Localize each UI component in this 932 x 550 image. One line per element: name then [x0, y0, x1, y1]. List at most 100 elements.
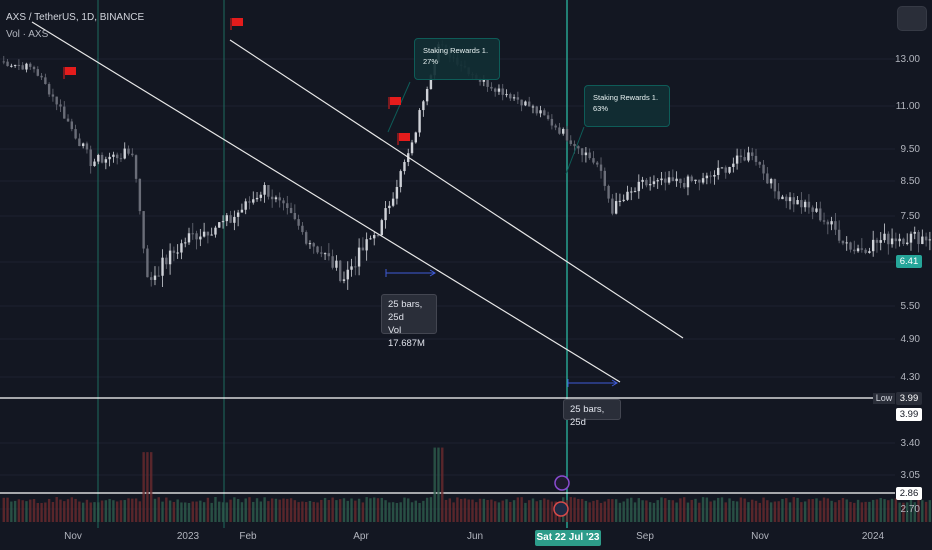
volume-bar [369, 498, 372, 522]
volume-bar [766, 500, 769, 522]
candle-body [898, 238, 901, 242]
volume-bar [860, 502, 864, 522]
volume-bar [509, 501, 512, 522]
volume-bar [724, 502, 727, 522]
volume-bar [864, 501, 867, 522]
candle-body [577, 146, 580, 149]
candle-body [51, 94, 55, 97]
volume-bar [875, 499, 879, 522]
volume-bar [127, 498, 130, 522]
volume-bar [89, 502, 92, 522]
volume-bar [800, 502, 803, 522]
candle-body [301, 225, 304, 233]
symbol-title[interactable]: AXS / TetherUS, 1D, BINANCE [6, 12, 145, 23]
volume-bar [195, 501, 198, 522]
candle-body [546, 115, 550, 119]
candle-body [890, 238, 894, 245]
measure-label-1[interactable]: 25 bars, 25d Vol 17.687M [381, 294, 437, 349]
volume-bar [346, 500, 349, 522]
volume-bars [2, 447, 932, 522]
x-tick: 2023 [176, 531, 200, 542]
volume-bar [781, 498, 784, 522]
volume-bar [871, 499, 875, 522]
drawing-overlays [31, 18, 684, 517]
volume-bar [637, 498, 641, 522]
y-tick: 3.40 [900, 438, 920, 449]
candle-body [887, 233, 890, 245]
volume-bar [675, 502, 678, 522]
volume-bar [815, 498, 818, 522]
candle-body [694, 179, 697, 181]
candle-body [815, 208, 818, 212]
volume-bar [184, 502, 187, 522]
volume-bar [293, 500, 297, 522]
candle-body [142, 211, 145, 249]
candle-body [365, 239, 368, 251]
volume-bar [475, 502, 478, 522]
candle-body [656, 180, 659, 182]
candle-body [32, 66, 36, 70]
volume-bar [577, 498, 580, 522]
volume-bar [720, 497, 724, 522]
volume-bar [535, 501, 538, 522]
candle-body [520, 99, 523, 106]
x-tick: Nov [64, 531, 82, 542]
candle-body [701, 178, 705, 183]
volume-bar [335, 500, 338, 522]
volume-bar [539, 500, 542, 522]
volume-bar [834, 502, 837, 522]
volume-bar [17, 499, 21, 522]
volume-bar [448, 498, 452, 522]
candle-body [505, 94, 508, 96]
staking-note-2[interactable]: Staking Rewards 1. 63% [584, 85, 670, 127]
candle-body [875, 239, 879, 243]
candle-body [274, 197, 278, 200]
volume-bar [732, 500, 735, 522]
volume-bar [837, 500, 841, 522]
candle-body [97, 154, 100, 162]
volume-bar [282, 498, 285, 522]
volume-bar [138, 501, 142, 522]
volume-bar [709, 501, 712, 522]
volume-bar [588, 502, 591, 522]
volume-bar [66, 499, 70, 522]
candle-body [184, 242, 187, 244]
candle-body [841, 240, 845, 244]
candle-body [652, 181, 656, 185]
candle-body [675, 178, 678, 182]
volume-bar [422, 500, 425, 522]
volume-bar [569, 497, 572, 522]
candle-body [339, 260, 342, 281]
volume-bar [172, 501, 176, 522]
measure-label-2[interactable]: 25 bars, 25d [563, 399, 621, 428]
volume-bar [380, 497, 383, 522]
volume-bar [614, 499, 618, 522]
candle-body [127, 148, 130, 154]
candle-body [316, 246, 319, 253]
candle-body [47, 84, 51, 95]
volume-indicator-title[interactable]: Vol · AXS [6, 29, 49, 40]
candle-body [497, 88, 501, 92]
candle-body [278, 197, 281, 201]
volume-bar [501, 500, 504, 522]
candle-body [6, 61, 9, 67]
volume-bar [165, 497, 168, 522]
candle-body [206, 231, 210, 236]
candle-body [425, 88, 429, 102]
candle-body [123, 148, 126, 159]
candle-body [267, 185, 270, 197]
candle-body [921, 236, 924, 245]
chart-settings-button[interactable] [897, 6, 927, 31]
volume-bar [807, 499, 811, 522]
volume-bar [803, 501, 807, 522]
candle-body [667, 177, 671, 183]
volume-bar [391, 502, 395, 522]
volume-bar [913, 502, 916, 522]
candle-body [327, 253, 331, 257]
candle-body [879, 240, 882, 243]
staking-note-1[interactable]: Staking Rewards 1. 27% [414, 38, 500, 80]
note-2-line-1: Staking Rewards 1. [593, 93, 659, 102]
volume-bar [373, 497, 376, 522]
candle-body [796, 200, 799, 205]
